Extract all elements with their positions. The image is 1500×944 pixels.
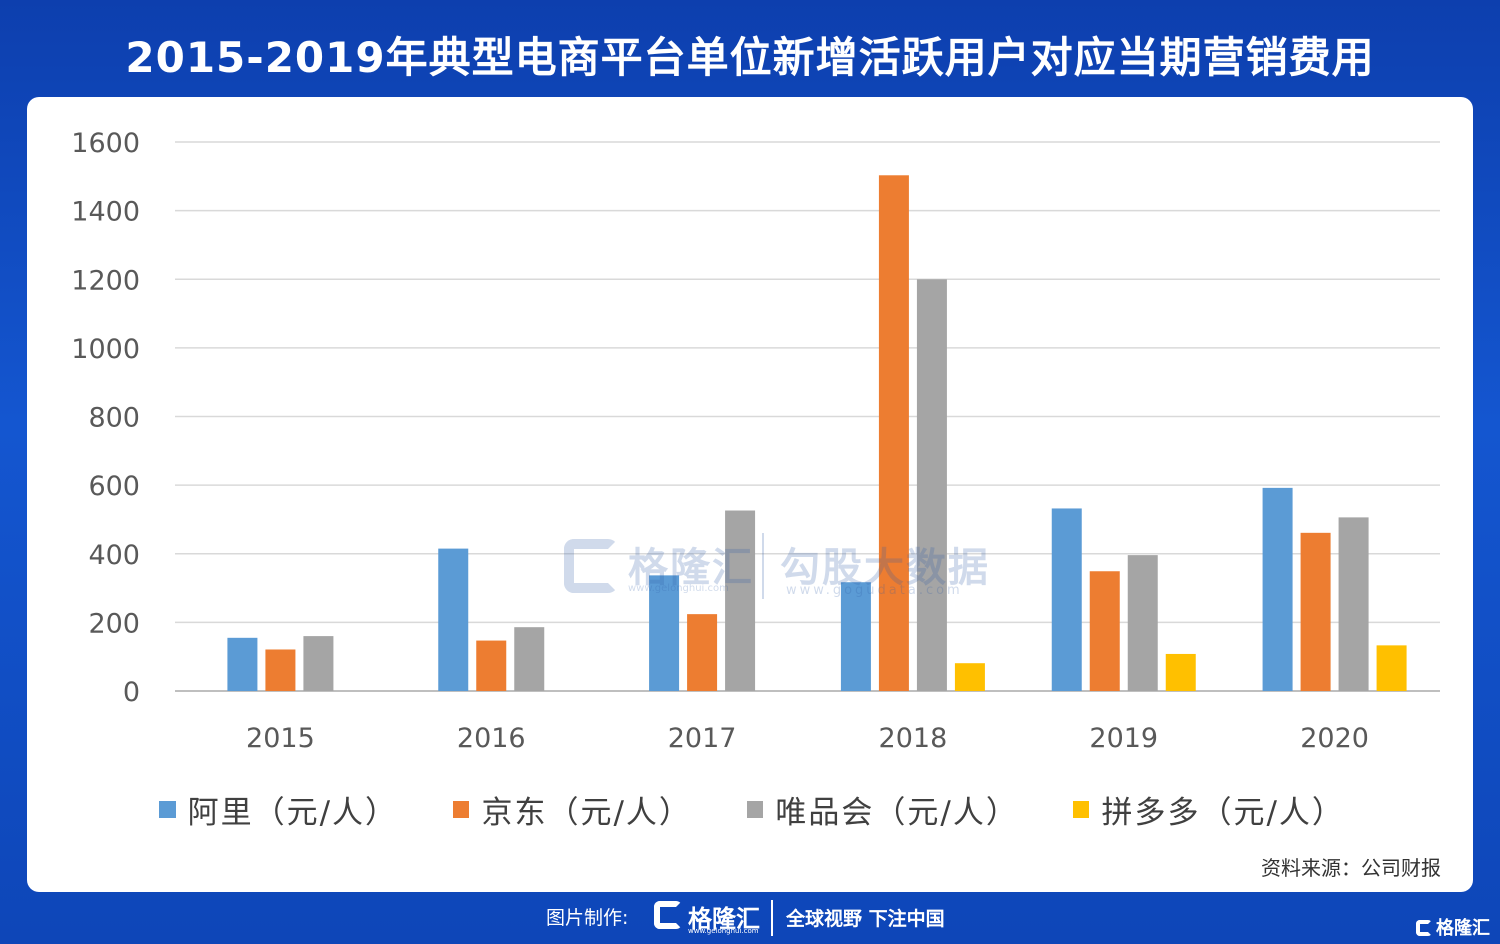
- chart-card: 0 200 400 600 800 1000 1200 1400 1600 2015 2016 201…: [27, 97, 1473, 892]
- bar-2016-series-1: [438, 548, 469, 691]
- legend-swatch: [1072, 800, 1090, 818]
- x-tick-label: 2015: [246, 723, 315, 754]
- legend-label: 阿里（元/人）: [187, 794, 399, 831]
- legend-label: 拼多多（元/人）: [1101, 794, 1345, 831]
- y-tick-label: 1000: [71, 334, 140, 365]
- y-tick-label: 0: [123, 677, 140, 708]
- bar-2018-series-2: [878, 175, 909, 691]
- bar-2020-series-1: [1262, 487, 1293, 691]
- footer-brand-url: www.gelonghui.com: [688, 927, 759, 935]
- x-tick-label: 2019: [1089, 723, 1158, 754]
- corner-brand: 格隆汇: [1436, 918, 1490, 939]
- bar-2020-series-2: [1300, 532, 1331, 691]
- bar-2019-series-1: [1051, 508, 1082, 691]
- footer: 图片制作: 格隆汇 www.gelonghui.com 全球视野 下注中国 格隆…: [0, 892, 1500, 944]
- x-tick-label: 2020: [1300, 723, 1369, 754]
- x-tick-label: 2018: [879, 723, 948, 754]
- legend-swatch: [746, 800, 764, 818]
- legend-item: 唯品会（元/人）: [746, 787, 1019, 832]
- legend-item: 阿里（元/人）: [159, 787, 399, 832]
- footer-brand: 格隆汇: [688, 905, 760, 933]
- footer-slogan: 全球视野 下注中国: [786, 908, 945, 930]
- y-tick-label: 600: [88, 471, 140, 502]
- footer-divider: [771, 900, 773, 936]
- y-tick-label: 1600: [71, 128, 140, 159]
- bar-2016-series-3: [514, 627, 545, 691]
- bar-2015-series-2: [265, 649, 296, 691]
- bar-2018-series-3: [916, 279, 947, 691]
- bar-2019-series-4: [1165, 653, 1196, 691]
- bar-2018-series-1: [840, 582, 871, 691]
- bar-2020-series-3: [1338, 517, 1369, 691]
- legend-swatch: [159, 800, 176, 818]
- bar-chart: 0 200 400 600 800 1000 1200 1400 1600 2015 2016 201…: [71, 128, 1440, 754]
- chart-title: 2015-2019年典型电商平台单位新增活跃用户对应当期营销费用: [125, 33, 1375, 82]
- x-tick-label: 2017: [668, 723, 737, 754]
- y-tick-label: 200: [88, 608, 140, 639]
- bar-2017-series-2: [687, 614, 718, 691]
- y-tick-label: 1200: [71, 265, 140, 296]
- y-tick-label: 1400: [71, 197, 140, 228]
- bar-2018-series-4: [954, 663, 985, 691]
- bar-2019-series-2: [1089, 571, 1120, 691]
- bar-2017-series-1: [649, 575, 680, 691]
- gelonghui-logo-icon: [1416, 920, 1432, 936]
- legend-swatch: [452, 800, 470, 818]
- legend-label: 唯品会（元/人）: [775, 794, 1019, 831]
- bar-2015-series-1: [227, 637, 258, 691]
- y-tick-label: 800: [88, 403, 140, 434]
- bar-2016-series-2: [476, 640, 507, 691]
- source-note: 资料来源：公司财报: [1261, 856, 1441, 880]
- bar-2020-series-4: [1376, 645, 1407, 691]
- legend-label: 京东（元/人）: [481, 794, 692, 831]
- gelonghui-logo-icon: [654, 901, 682, 929]
- bar-2015-series-3: [303, 636, 334, 691]
- bar-2017-series-3: [725, 510, 756, 691]
- legend-item: 京东（元/人）: [452, 787, 692, 832]
- chart-legend: 阿里（元/人） 京东（元/人） 唯品会（元/人） 拼多多（元/人）: [159, 787, 1399, 831]
- bar-2019-series-3: [1127, 555, 1158, 691]
- footer-made-by: 图片制作:: [546, 907, 629, 929]
- x-tick-label: 2016: [457, 723, 526, 754]
- corner-logo: 格隆汇: [1416, 914, 1490, 940]
- legend-item: 拼多多（元/人）: [1072, 787, 1345, 832]
- y-tick-label: 400: [88, 540, 140, 571]
